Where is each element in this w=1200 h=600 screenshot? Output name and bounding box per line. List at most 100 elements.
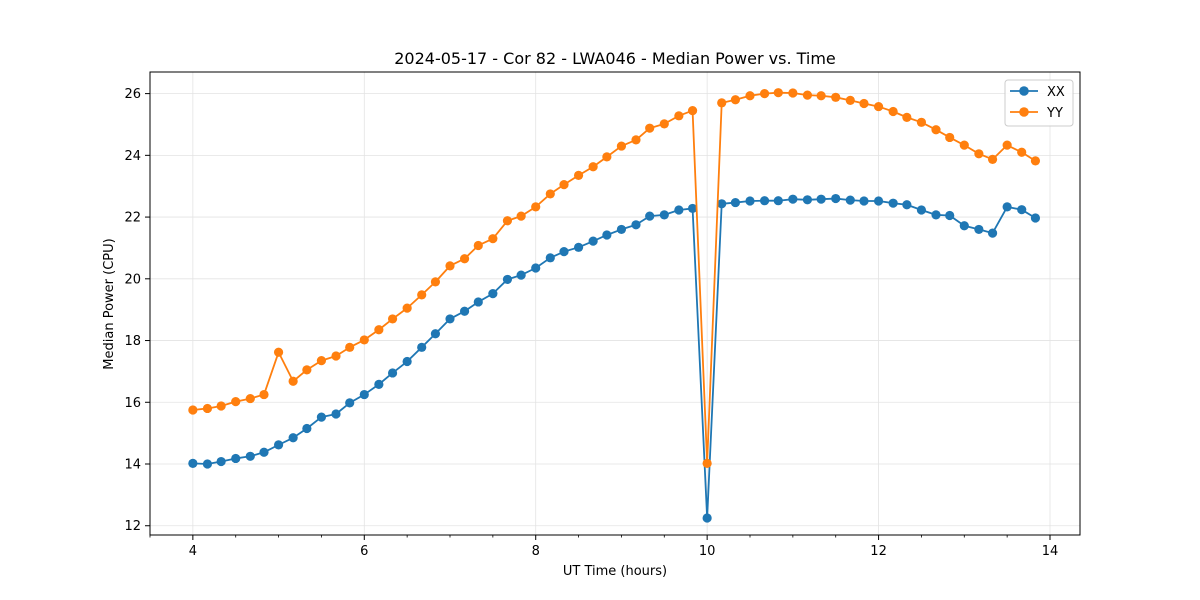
data-point-xx — [631, 220, 641, 230]
data-point-xx — [717, 199, 727, 209]
data-point-yy — [616, 141, 627, 151]
data-point-xx — [302, 423, 312, 434]
data-point-xx — [202, 459, 213, 469]
series-yy — [188, 88, 1041, 468]
data-point-xx — [859, 196, 869, 206]
data-point-xx — [459, 306, 470, 316]
data-point-xx — [374, 379, 384, 389]
data-point-yy — [430, 277, 441, 287]
data-point-yy — [974, 149, 984, 159]
legend-label-yy: YY — [1046, 106, 1063, 121]
data-point-yy — [773, 88, 783, 98]
chart-title: 2024-05-17 - Cor 82 - LWA046 - Median Po… — [394, 49, 836, 68]
legend-label-xx: XX — [1047, 85, 1065, 100]
y-tick-label: 20 — [124, 272, 141, 287]
data-point-yy — [902, 112, 912, 122]
data-point-yy — [845, 95, 855, 105]
data-point-xx — [1030, 213, 1041, 223]
data-point-yy — [816, 91, 826, 101]
data-point-yy — [759, 89, 770, 99]
data-point-yy — [259, 389, 269, 400]
data-point-xx — [430, 329, 441, 339]
x-tick-label: 10 — [699, 544, 716, 559]
data-point-xx — [745, 196, 755, 206]
data-point-xx — [531, 263, 541, 273]
data-point-yy — [945, 132, 955, 143]
series-xx — [188, 193, 1041, 523]
data-point-xx — [659, 210, 669, 220]
data-point-yy — [859, 98, 869, 109]
data-point-xx — [345, 398, 355, 408]
data-point-yy — [231, 397, 241, 407]
data-point-xx — [188, 458, 198, 468]
data-point-xx — [674, 205, 684, 215]
data-point-yy — [417, 290, 427, 300]
data-point-xx — [602, 230, 612, 240]
gridlines — [150, 72, 1080, 535]
y-tick-label: 22 — [124, 211, 141, 226]
data-point-yy — [387, 314, 398, 324]
data-point-yy — [888, 106, 898, 117]
data-point-xx — [945, 210, 955, 221]
data-point-xx — [1017, 205, 1027, 215]
data-point-yy — [873, 101, 884, 112]
data-point-yy — [531, 202, 541, 212]
data-point-yy — [359, 335, 369, 345]
x-tick-label: 8 — [532, 544, 540, 559]
x-tick-label: 12 — [870, 544, 887, 559]
legend-marker-xx — [1019, 86, 1029, 96]
data-point-yy — [216, 401, 226, 411]
data-point-yy — [573, 170, 584, 180]
data-point-xx — [331, 409, 341, 419]
data-point-yy — [374, 325, 384, 335]
data-point-yy — [674, 111, 684, 121]
data-point-yy — [445, 261, 455, 271]
data-point-yy — [1017, 147, 1027, 157]
data-point-xx — [816, 194, 826, 204]
data-point-yy — [687, 105, 698, 116]
data-point-xx — [273, 440, 284, 450]
data-point-xx — [402, 356, 412, 367]
data-point-yy — [916, 117, 927, 127]
data-point-xx — [831, 193, 841, 204]
data-point-xx — [445, 314, 455, 324]
data-point-xx — [387, 368, 398, 378]
data-point-yy — [645, 123, 655, 133]
data-point-xx — [259, 447, 269, 457]
data-point-yy — [1002, 140, 1012, 150]
data-point-yy — [288, 376, 298, 386]
y-axis-label: Median Power (CPU) — [102, 238, 117, 369]
data-point-yy — [302, 365, 312, 375]
data-point-xx — [316, 412, 327, 422]
data-point-xx — [588, 236, 598, 246]
y-tick-label: 18 — [124, 334, 141, 349]
data-point-xx — [773, 196, 783, 206]
data-point-yy — [659, 119, 669, 129]
data-point-xx — [702, 513, 712, 523]
data-point-xx — [802, 195, 813, 205]
data-point-xx — [245, 451, 255, 461]
data-point-yy — [516, 211, 526, 221]
data-point-xx — [516, 270, 526, 280]
data-point-xx — [974, 224, 984, 235]
data-point-xx — [545, 253, 555, 263]
data-point-yy — [717, 98, 727, 108]
data-point-yy — [1030, 156, 1041, 166]
y-tick-label: 12 — [124, 519, 141, 534]
y-tick-label: 26 — [124, 87, 141, 102]
data-point-xx — [488, 289, 498, 299]
data-point-yy — [316, 356, 327, 366]
data-point-yy — [788, 88, 798, 98]
data-point-yy — [631, 135, 641, 145]
data-point-xx — [645, 211, 655, 221]
data-point-xx — [216, 456, 226, 467]
x-axis-label: UT Time (hours) — [563, 564, 667, 579]
y-tick-label: 24 — [124, 149, 141, 164]
data-point-xx — [559, 247, 569, 257]
data-point-xx — [687, 203, 698, 214]
data-point-yy — [602, 152, 612, 162]
data-point-yy — [831, 92, 841, 102]
data-point-xx — [959, 221, 969, 231]
data-point-xx — [730, 197, 741, 208]
